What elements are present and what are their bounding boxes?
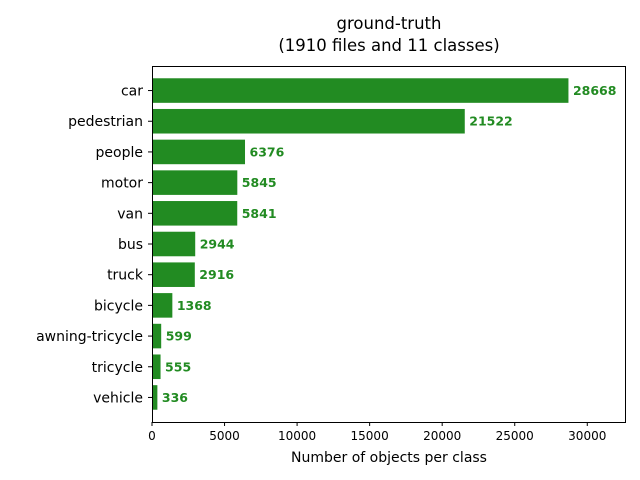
bar-people [152,139,246,165]
category-label-tricycle: tricycle [92,360,143,376]
value-label-motor: 5845 [242,175,277,190]
bar-bicycle [152,293,173,318]
bar-awning-tricycle [152,323,162,349]
x-tick-label-5000: 5000 [209,429,240,443]
category-label-bicycle: bicycle [94,298,143,314]
value-label-tricycle: 555 [165,359,191,374]
value-label-vehicle: 336 [162,390,188,405]
category-label-motor: motor [101,176,143,192]
bar-truck [152,262,195,287]
category-label-car: car [121,84,143,100]
x-tick-label-15000: 15000 [351,429,389,443]
x-ticks-group: 0 5000 10000 15000 20000 25000 30000 [148,422,606,443]
value-labels-group: 28668 21522 6376 5845 5841 2944 2916 1368 599 555… [162,83,617,405]
value-label-bus: 2944 [200,237,235,252]
value-label-awning-tricycle: 599 [166,329,192,344]
value-label-people: 6376 [250,144,285,159]
bar-car [152,78,569,103]
bar-pedestrian [152,108,465,134]
chart-title-line1: ground-truth [337,14,442,33]
bar-van [152,201,238,226]
bar-bus [152,231,196,257]
category-label-vehicle: vehicle [93,390,143,406]
chart-title-line2: (1910 files and 11 classes) [278,36,499,55]
category-label-people: people [96,145,143,161]
category-label-truck: truck [107,268,144,284]
category-label-van: van [117,206,143,222]
x-tick-label-10000: 10000 [278,429,316,443]
value-label-truck: 2916 [199,267,234,282]
x-tick-label-25000: 25000 [496,429,534,443]
x-tick-label-30000: 30000 [568,429,606,443]
value-label-car: 28668 [573,83,617,98]
bar-motor [152,170,238,195]
plot-frame [152,66,626,423]
x-tick-label-20000: 20000 [423,429,461,443]
value-label-bicycle: 1368 [177,298,212,313]
category-label-bus: bus [118,237,143,253]
category-label-awning-tricycle: awning-tricycle [36,329,143,345]
value-label-pedestrian: 21522 [469,114,513,129]
bar-vehicle [152,385,158,410]
x-axis-label: Number of objects per class [291,450,487,466]
x-tick-label-0: 0 [148,429,156,443]
category-label-pedestrian: pedestrian [68,114,143,130]
category-labels-group: car pedestrian people motor van bus truck bicyc… [36,84,152,406]
bar-tricycle [152,354,161,380]
value-label-van: 5841 [242,206,277,221]
bars-group [152,78,569,410]
